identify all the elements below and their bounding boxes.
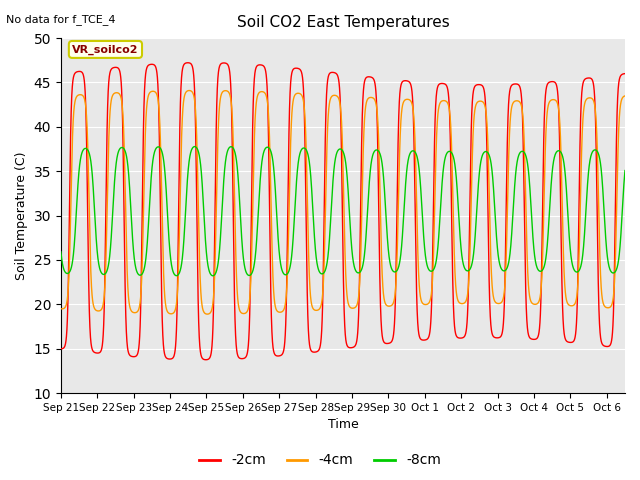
Y-axis label: Soil Temperature (C): Soil Temperature (C) (15, 151, 28, 280)
Text: No data for f_TCE_4: No data for f_TCE_4 (6, 14, 116, 25)
Legend: -2cm, -4cm, -8cm: -2cm, -4cm, -8cm (193, 448, 447, 473)
Title: Soil CO2 East Temperatures: Soil CO2 East Temperatures (237, 15, 449, 30)
Text: VR_soilco2: VR_soilco2 (72, 44, 139, 55)
X-axis label: Time: Time (328, 419, 358, 432)
